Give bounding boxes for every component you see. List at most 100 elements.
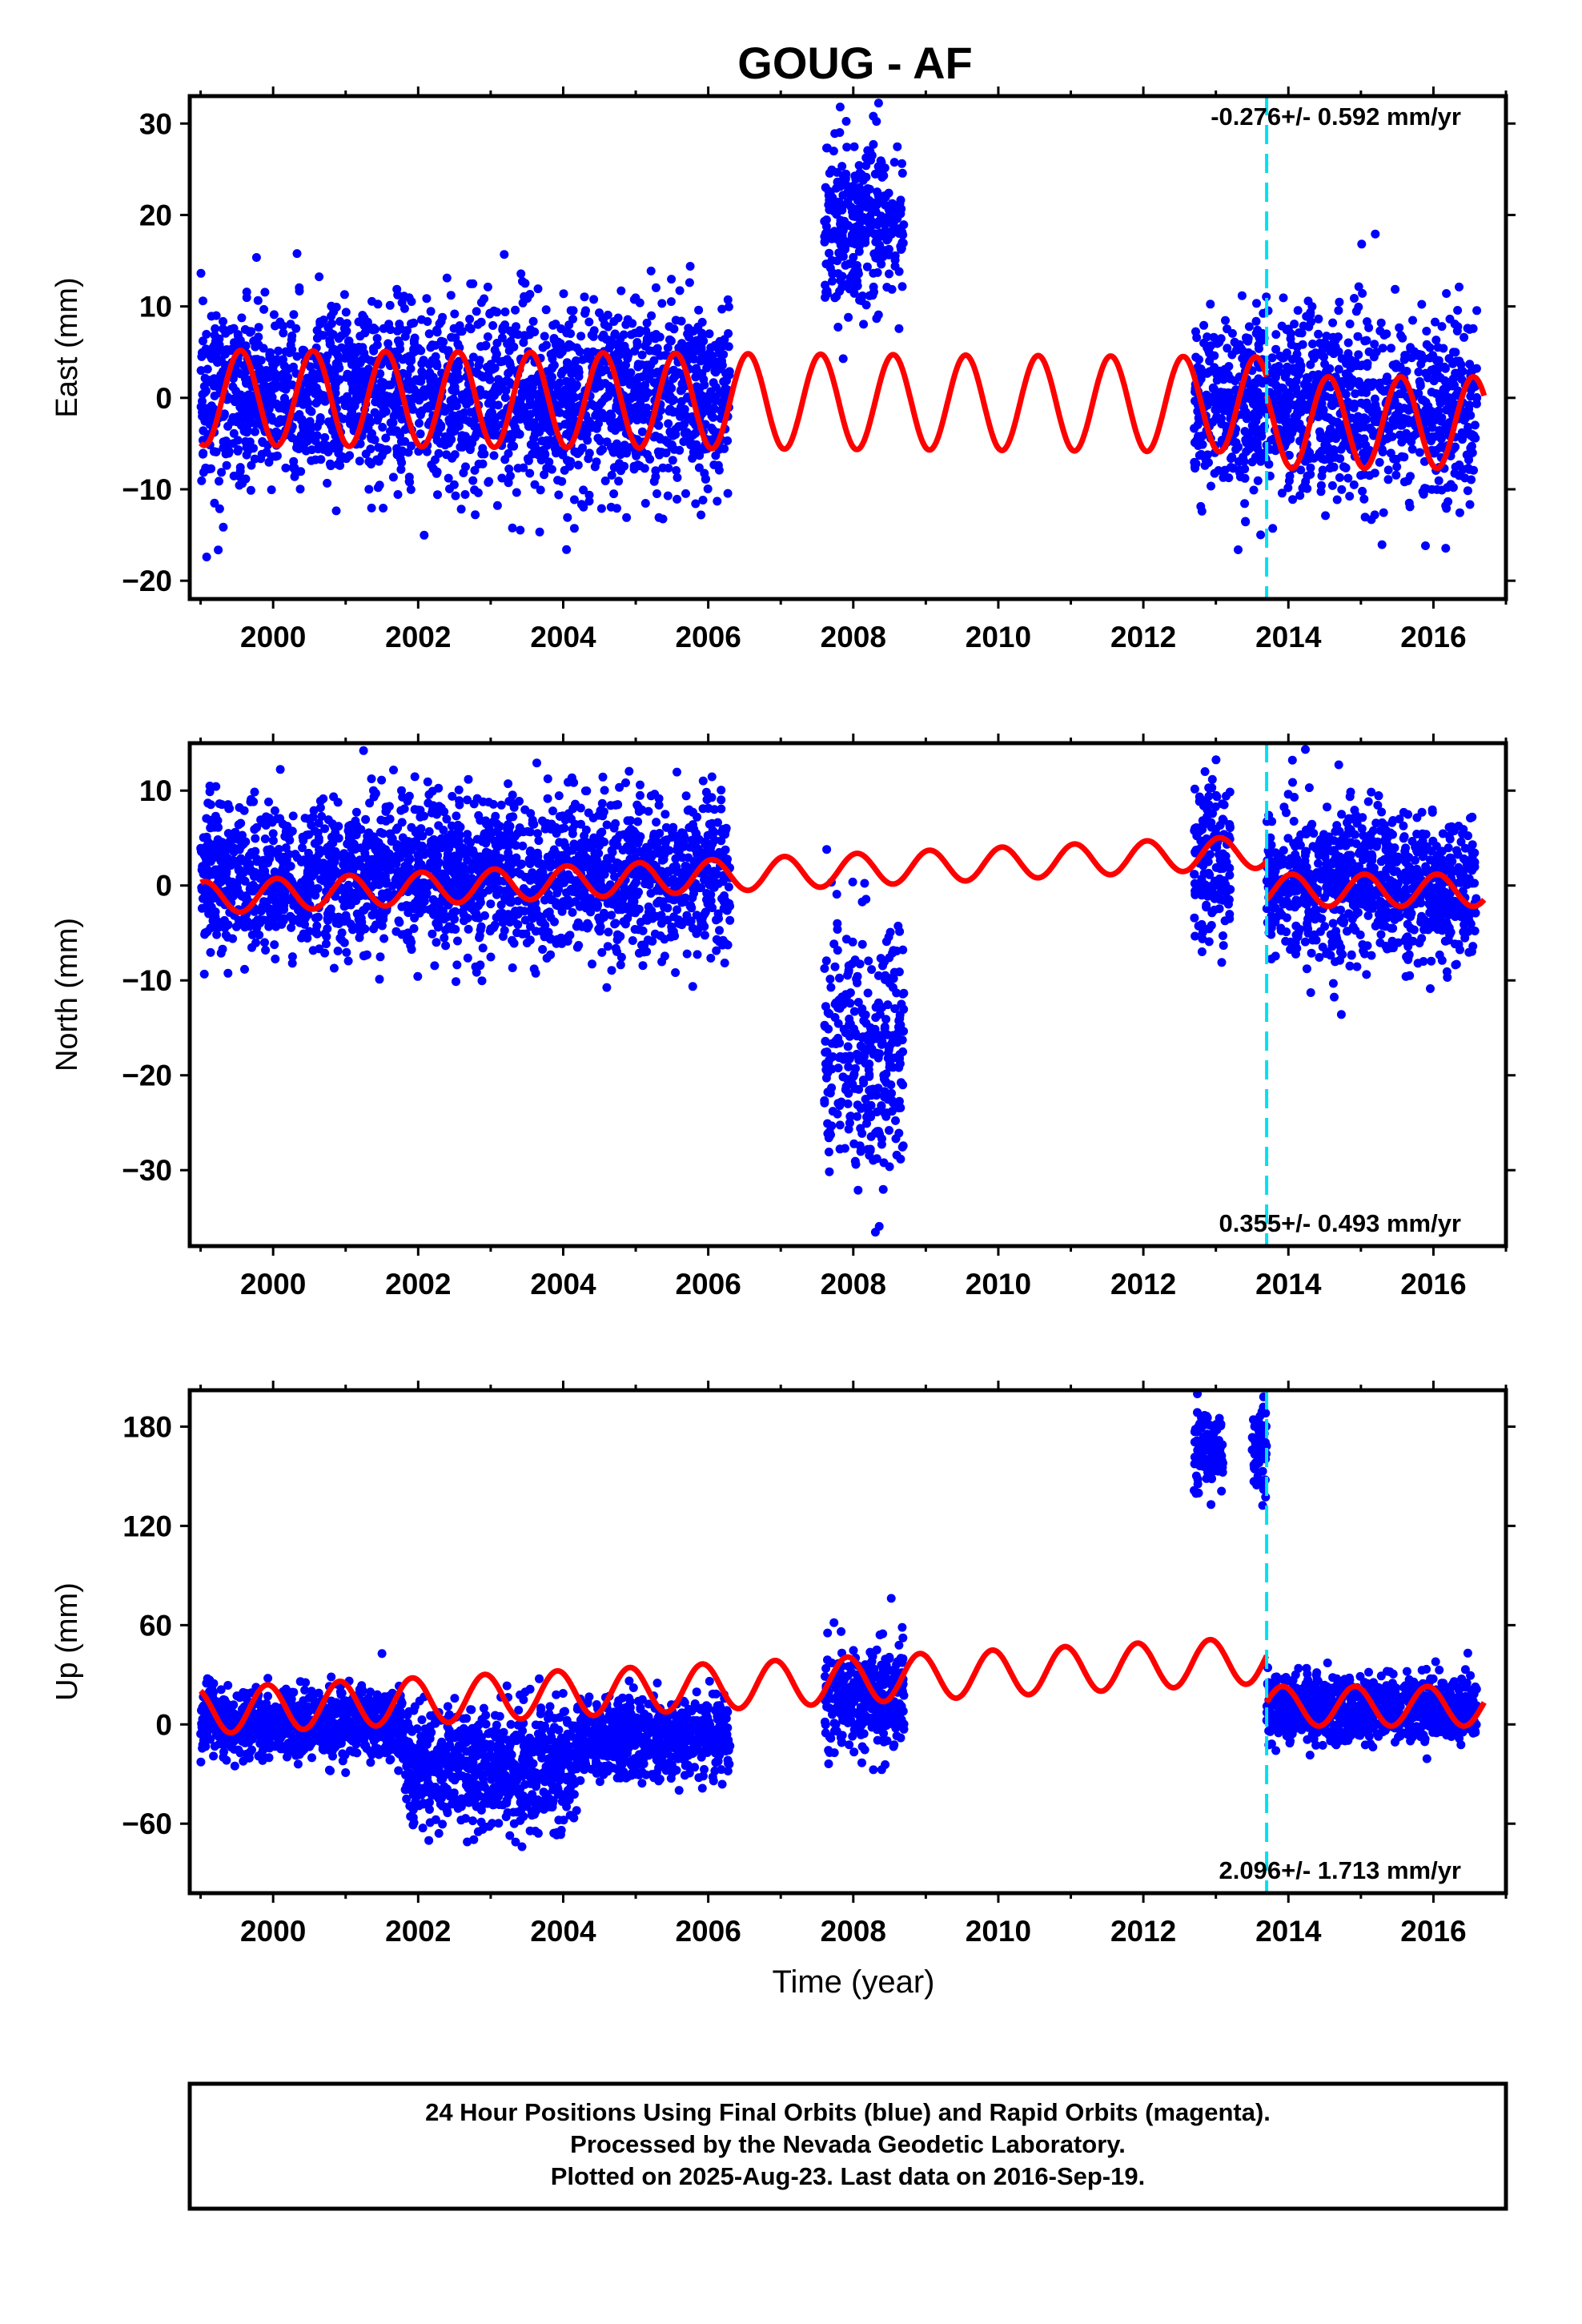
data-point <box>485 375 495 384</box>
data-point <box>1455 282 1464 292</box>
data-point <box>617 371 627 380</box>
data-point <box>878 252 888 262</box>
data-point <box>843 197 853 207</box>
data-point <box>559 289 568 299</box>
data-point <box>1436 389 1446 399</box>
data-point <box>568 314 577 324</box>
data-point <box>572 368 582 377</box>
data-point <box>877 158 886 167</box>
data-point <box>626 330 636 340</box>
data-point <box>260 287 270 297</box>
data-point <box>675 286 685 296</box>
data-point <box>606 502 616 512</box>
data-point <box>495 381 504 391</box>
x-tick-label: 2000 <box>240 621 306 653</box>
data-point <box>485 420 494 429</box>
data-point <box>889 158 899 167</box>
data-point <box>196 268 206 278</box>
data-point <box>361 814 371 824</box>
data-point <box>548 372 556 382</box>
data-point <box>470 422 480 431</box>
data-point <box>512 841 520 850</box>
data-point <box>663 343 673 352</box>
data-point <box>234 332 243 341</box>
data-point <box>1325 464 1335 473</box>
data-point <box>1383 465 1393 475</box>
data-point <box>534 836 544 846</box>
data-point <box>199 336 207 346</box>
data-point <box>275 320 284 329</box>
data-point <box>1445 314 1455 324</box>
data-point <box>391 404 400 413</box>
data-point <box>1296 395 1306 404</box>
data-point <box>432 467 442 476</box>
data-point <box>424 826 434 836</box>
data-point <box>1316 487 1326 497</box>
data-point <box>855 168 865 178</box>
data-point <box>640 499 650 508</box>
data-point <box>1316 433 1325 443</box>
data-point <box>506 336 516 346</box>
data-point <box>677 379 687 388</box>
data-point <box>446 291 456 300</box>
data-point <box>556 392 565 402</box>
data-point <box>582 424 592 433</box>
data-point <box>853 269 863 279</box>
data-point <box>311 383 321 392</box>
data-point <box>1399 414 1409 424</box>
data-point <box>367 774 376 783</box>
data-point <box>646 266 656 275</box>
data-point <box>520 279 530 288</box>
data-point <box>622 513 632 522</box>
data-point <box>254 332 263 342</box>
data-point <box>1271 330 1281 340</box>
data-point <box>649 368 659 378</box>
data-point <box>1351 307 1361 316</box>
data-point <box>619 448 628 457</box>
data-point <box>301 446 311 456</box>
data-point <box>321 939 331 949</box>
data-point <box>519 338 528 348</box>
data-point <box>252 857 262 866</box>
data-point <box>1223 344 1232 353</box>
data-point <box>723 295 733 304</box>
rate-annotation: -0.276+/- 0.592 mm/yr <box>1211 103 1461 131</box>
data-point <box>375 369 385 379</box>
data-point <box>691 499 701 509</box>
data-point <box>719 395 729 404</box>
data-point <box>1255 449 1265 459</box>
data-point <box>1441 544 1451 553</box>
data-point <box>431 455 440 464</box>
data-point <box>642 368 652 377</box>
data-point <box>504 779 513 789</box>
data-point <box>639 415 648 424</box>
data-point <box>1210 468 1219 478</box>
data-point <box>508 523 517 533</box>
data-point <box>1457 375 1467 384</box>
data-point <box>1211 398 1220 408</box>
data-point <box>841 237 850 247</box>
data-point <box>331 303 341 312</box>
data-point <box>1421 541 1430 550</box>
data-point <box>573 460 583 470</box>
data-point <box>1305 448 1315 457</box>
data-point <box>628 936 637 945</box>
data-point <box>373 300 383 309</box>
data-point <box>450 450 460 460</box>
data-point <box>676 412 685 421</box>
data-point <box>1351 357 1360 366</box>
data-point <box>1390 396 1399 406</box>
data-point <box>209 404 219 413</box>
data-point <box>1453 306 1463 315</box>
data-point <box>452 960 462 970</box>
data-point <box>1309 354 1319 364</box>
data-point <box>1206 300 1215 309</box>
x-tick-label: 2004 <box>530 1268 596 1301</box>
data-point <box>1306 463 1315 472</box>
data-point <box>463 953 472 963</box>
data-point <box>448 394 458 404</box>
data-point <box>1299 380 1309 389</box>
x-tick-label: 2014 <box>1255 621 1322 653</box>
x-tick-label: 2008 <box>821 621 886 653</box>
